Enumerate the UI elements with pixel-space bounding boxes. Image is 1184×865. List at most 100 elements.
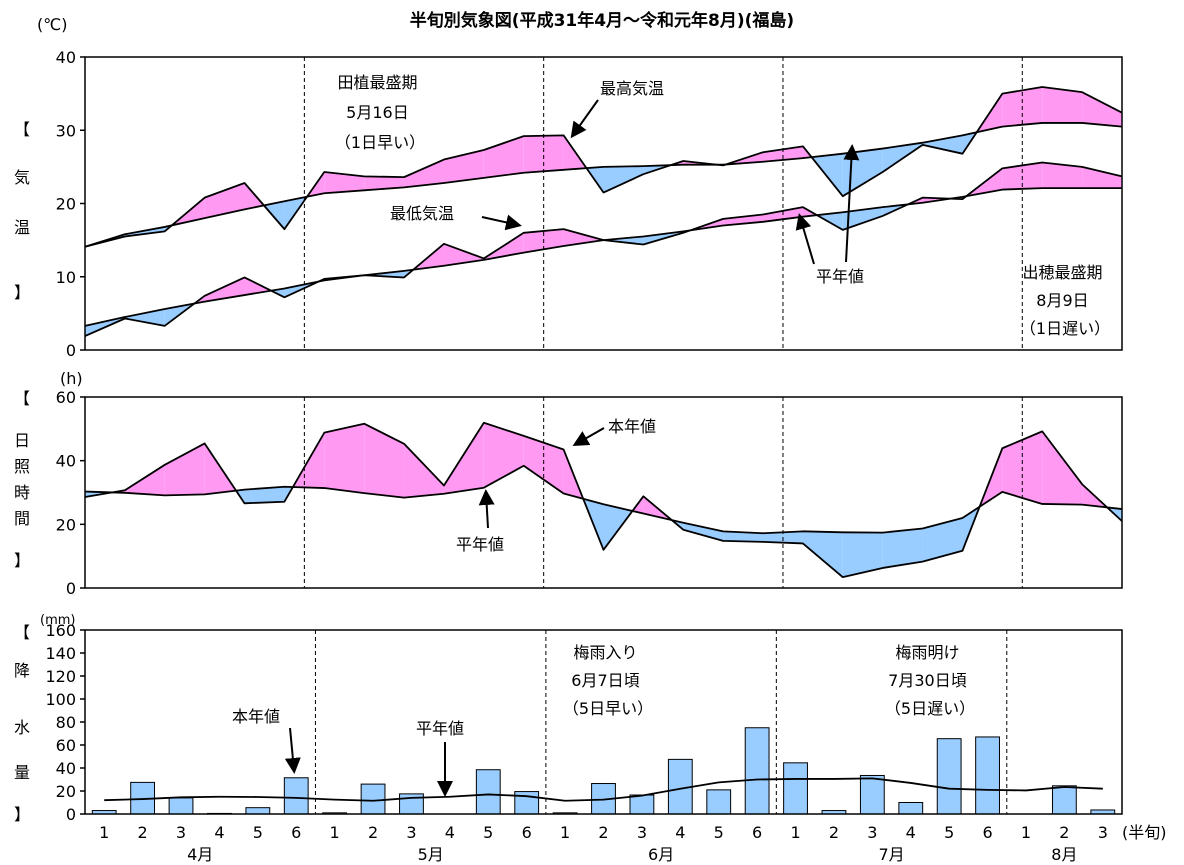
annotation-line: 8月9日 — [1036, 291, 1088, 310]
rain-ylabel-char: 水 — [14, 718, 30, 737]
arrow-normal-left — [795, 213, 815, 265]
temp-diff-area — [1042, 162, 1083, 189]
x-tick-label: 6 — [752, 823, 762, 842]
annotation-line: （5日早い） — [563, 699, 653, 718]
temp-ytick-label: 30 — [56, 121, 76, 140]
rain-ytick-label: 160 — [45, 621, 76, 640]
x-tick-label: 1 — [560, 823, 570, 842]
annotation-line: （5日遅い） — [885, 699, 975, 718]
x-tick-label: 3 — [176, 823, 186, 842]
temp-axis-layer: 0 10 20 30 40 — [56, 48, 1123, 360]
label-max-temp: 最高気温 — [600, 79, 664, 98]
sun-ytick-label: 20 — [56, 515, 76, 534]
sun-line-layer — [84, 421, 1123, 579]
temp-diff-area — [1082, 92, 1122, 127]
temp-diff-area — [204, 277, 245, 302]
sun-ylabel-char: 【 — [14, 389, 30, 408]
x-month-label: 8月 — [1051, 845, 1077, 864]
temp-diff-area — [763, 146, 803, 162]
x-tick-label: 2 — [1059, 823, 1069, 842]
temp-diff-area — [603, 166, 644, 193]
rain-bar — [475, 769, 501, 815]
annotation-line: 梅雨明け — [895, 643, 959, 662]
temp-ytick-label: 20 — [56, 195, 76, 214]
temp-unit-label: (℃) — [37, 15, 67, 34]
rain-ytick-label: 100 — [45, 690, 76, 709]
temp-ytick-label: 40 — [56, 48, 76, 67]
annotation-line: 田植最盛期 — [337, 73, 417, 92]
rain-ytick-label: 40 — [56, 759, 76, 778]
label-rain-normal: 平年値 — [416, 719, 464, 738]
rain-bar — [975, 736, 1000, 815]
sun-ylabel-char: 間 — [14, 509, 30, 528]
rain-arrows — [284, 727, 453, 797]
rain-ylabel-char: 量 — [14, 763, 30, 782]
sun-ytick-label: 0 — [66, 579, 76, 598]
x-tick-label: 4 — [675, 823, 685, 842]
temp-min-line — [84, 161, 1123, 337]
sun-ylabel-char: 日 — [14, 431, 30, 450]
sun-diff-area — [922, 517, 963, 562]
annotation-line: 7月30日頃 — [888, 671, 967, 690]
annotation-line: （1日遅い） — [1020, 319, 1110, 338]
rain-bar — [1051, 785, 1077, 815]
x-tick-label: 5 — [253, 823, 263, 842]
rain-bar — [706, 789, 732, 815]
x-tick-label: 4 — [214, 823, 224, 842]
x-tick-label: 3 — [406, 823, 416, 842]
sun-frame — [84, 396, 1123, 589]
temp-ylabel-char: 【 — [14, 120, 30, 139]
temp-area-layer — [85, 87, 1122, 337]
rain-ytick-label: 120 — [45, 667, 76, 686]
rain-ytick-label: 60 — [56, 736, 76, 755]
x-month-label: 6月 — [648, 845, 674, 864]
sun-ytick-label: 60 — [56, 388, 76, 407]
temp-diff-area — [443, 150, 484, 183]
rain-ytick-label: 20 — [56, 782, 76, 801]
x-tick-label: 5 — [483, 823, 493, 842]
temp-max-normal-line — [84, 122, 1123, 248]
x-tick-label: 5 — [714, 823, 724, 842]
arrow-sun-this-year — [572, 427, 605, 446]
label-sun-this-year: 本年値 — [608, 417, 656, 436]
x-tick-label: 3 — [637, 823, 647, 842]
annotation-rainy-season-end: 梅雨明け 7月30日頃 （5日遅い） — [885, 643, 975, 718]
temp-diff-area — [404, 159, 444, 188]
x-axis: 1 2 3 4 5 6 1 2 3 4 5 6 1 2 3 4 5 6 1 2 3 4 5 6 1 2 34月 5月 6月 7月 8月 — [99, 823, 1108, 864]
temp-diff-area — [523, 135, 564, 173]
sun-this-year-line — [84, 421, 1123, 579]
x-month-label: 5月 — [418, 845, 444, 864]
arrow-normal-right — [843, 144, 860, 263]
temp-diff-area — [443, 243, 484, 266]
sun-diff-area — [723, 531, 764, 542]
annotation-line: 6月7日頃 — [571, 671, 639, 690]
temp-ylabel-char: 温 — [14, 218, 30, 237]
x-tick-label: 2 — [368, 823, 378, 842]
rain-bar — [283, 777, 309, 815]
temp-diff-area — [842, 148, 883, 197]
precipitation-panel: (mm) 【 降 水 量 】 0 20 40 60 80 100 120 140 160 梅雨入… — [14, 613, 1123, 824]
temp-diff-area — [324, 172, 365, 194]
sun-diff-area — [1042, 431, 1083, 505]
x-tick-label: 2 — [829, 823, 839, 842]
rain-ylabel-char: 【 — [14, 623, 30, 642]
temp-diff-area — [1082, 166, 1122, 189]
sun-diff-area — [364, 423, 405, 498]
temp-diff-area — [603, 236, 644, 245]
temp-diff-area — [244, 277, 272, 296]
temp-line-layer — [84, 86, 1123, 337]
sun-diff-area — [842, 532, 883, 578]
sun-area-layer — [85, 422, 1122, 578]
x-axis-suffix: (半旬) — [1122, 823, 1167, 842]
sun-arrows — [478, 427, 605, 529]
annotation-rice-planting: 田植最盛期 5月16日 （1日早い） — [335, 73, 425, 152]
arrow-rain-this-year — [284, 727, 301, 774]
sun-diff-area — [404, 443, 444, 498]
rain-bar — [245, 807, 271, 815]
sun-diff-area — [164, 443, 205, 496]
sun-diff-area — [443, 422, 484, 494]
label-sun-normal: 平年値 — [456, 535, 504, 554]
temp-diff-area — [364, 176, 405, 191]
sun-diff-area — [603, 504, 633, 550]
